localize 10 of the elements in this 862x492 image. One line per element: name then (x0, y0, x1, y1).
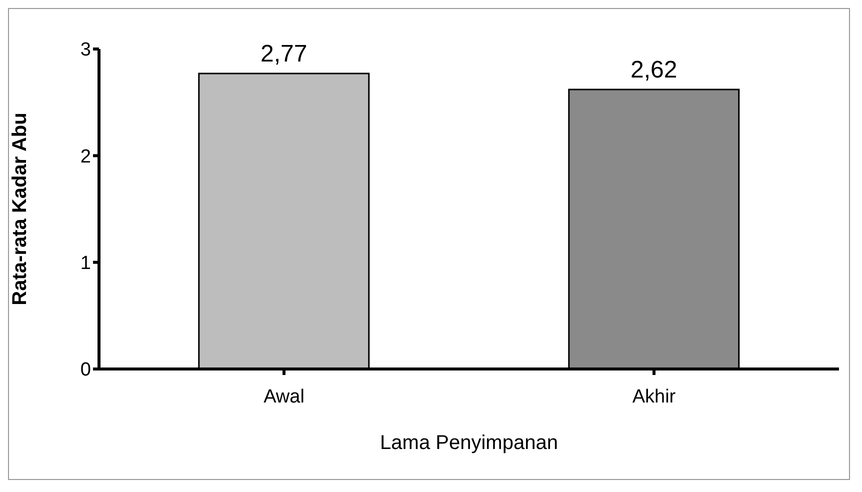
y-tick-label: 3 (80, 40, 91, 61)
x-axis-title: Lama Penyimpanan (380, 432, 558, 454)
data-label: 2,62 (630, 56, 678, 84)
y-tick-label: 2 (80, 146, 91, 168)
y-axis-title: Rata-rata Kadar Abu (9, 112, 32, 306)
x-tick-label: Awal (264, 386, 304, 408)
y-tick-label: 0 (80, 360, 91, 381)
y-tick-label: 1 (80, 253, 91, 274)
data-label: 2,77 (260, 40, 308, 68)
x-tick-label: Akhir (632, 386, 676, 408)
